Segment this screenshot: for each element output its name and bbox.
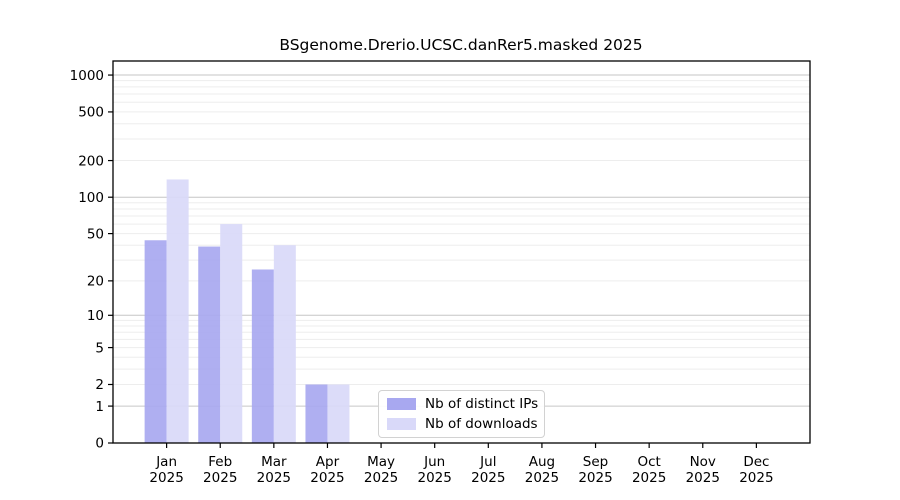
legend-label-distinct-ips: Nb of distinct IPs: [425, 396, 539, 412]
plot-border: [112, 60, 811, 444]
legend-label-downloads: Nb of downloads: [425, 416, 538, 432]
x-tick-label-dec: Dec 2025: [739, 454, 773, 486]
x-tick-label-mar: Mar 2025: [257, 454, 291, 486]
legend-swatch-downloads: [387, 418, 416, 430]
x-tick-label-jan: Jan 2025: [149, 454, 183, 486]
x-tick-label-jun: Jun 2025: [418, 454, 452, 486]
x-tick-label-feb: Feb 2025: [203, 454, 237, 486]
x-tick-label-may: May 2025: [364, 454, 398, 486]
y-tick-label-5: 5: [95, 340, 104, 356]
legend: Nb of distinct IPs Nb of downloads: [378, 390, 545, 438]
legend-swatch-distinct-ips: [387, 398, 416, 410]
x-tick-label-sep: Sep 2025: [578, 454, 612, 486]
bar-apr-distinct-ips: [305, 384, 328, 443]
y-tick-label-20: 20: [87, 274, 104, 290]
bar-feb-distinct-ips: [198, 246, 221, 443]
y-tick-label-200: 200: [78, 153, 104, 169]
bar-mar-downloads: [273, 245, 296, 443]
y-tick-label-10: 10: [87, 308, 104, 324]
y-tick-label-2: 2: [95, 377, 104, 393]
bar-apr-downloads: [327, 384, 350, 443]
y-tick-label-0: 0: [95, 436, 104, 452]
y-tick-label-1000: 1000: [70, 68, 104, 84]
legend-item-distinct-ips: Nb of distinct IPs: [387, 396, 544, 412]
x-tick-label-aug: Aug 2025: [525, 454, 559, 486]
y-tick-label-1: 1: [95, 399, 104, 415]
y-tick-label-500: 500: [78, 105, 104, 121]
bar-jan-downloads: [166, 179, 189, 443]
bar-feb-downloads: [220, 224, 243, 443]
bar-mar-distinct-ips: [251, 269, 274, 443]
y-tick-label-100: 100: [78, 190, 104, 206]
legend-item-downloads: Nb of downloads: [387, 416, 544, 432]
chart-title: BSgenome.Drerio.UCSC.danRer5.masked 2025: [279, 36, 643, 54]
bar-jan-distinct-ips: [144, 240, 167, 443]
x-tick-label-oct: Oct 2025: [632, 454, 666, 486]
x-tick-label-nov: Nov 2025: [686, 454, 720, 486]
x-tick-label-jul: Jul 2025: [471, 454, 505, 486]
y-tick-label-50: 50: [87, 226, 104, 242]
x-tick-label-apr: Apr 2025: [310, 454, 344, 486]
